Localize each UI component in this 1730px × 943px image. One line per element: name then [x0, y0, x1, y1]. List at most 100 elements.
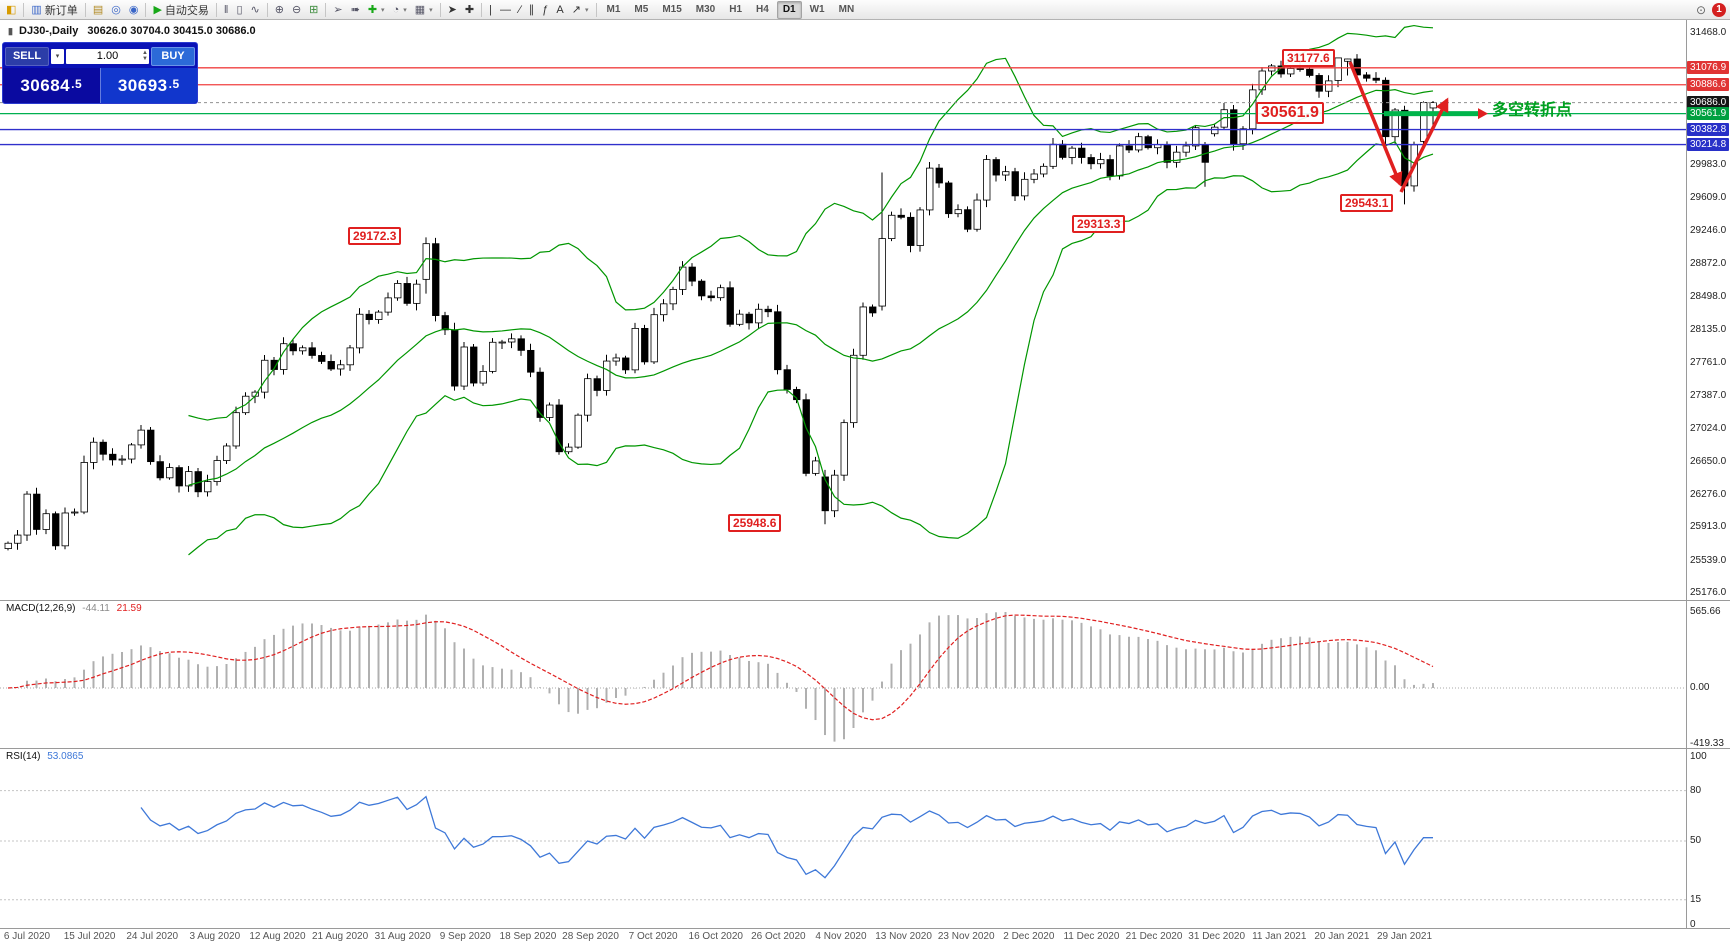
macd-scale-label: -419.33 [1690, 738, 1724, 749]
tile-windows-icon: ⊞ [309, 3, 319, 16]
sell-price-frac: .5 [71, 76, 83, 91]
periods-icon[interactable]: ◔ ▾ [389, 1, 411, 19]
price-annotation-box[interactable]: 31177.6 [1282, 48, 1335, 67]
price-annotation-box[interactable]: 29313.3 [1072, 214, 1126, 233]
date-label: 13 Nov 2020 [875, 931, 932, 942]
crosshair-icon: ✚ [464, 3, 475, 16]
toolbar-right: ⊙ 1 [1695, 2, 1730, 17]
timeframe-button-d1[interactable]: D1 [776, 0, 802, 19]
price-tick-label: 27761.0 [1690, 356, 1727, 368]
date-label: 6 Jul 2020 [3, 931, 51, 942]
auto-scroll-icon: ➢ [333, 3, 343, 16]
price-tick-label: 28872.0 [1690, 258, 1727, 270]
price-tick-label: 25913.0 [1690, 521, 1727, 533]
timeframe-button-h1[interactable]: H1 [729, 3, 743, 15]
date-label: 11 Jan 2021 [1252, 931, 1307, 942]
horizontal-line-icon[interactable]: — [496, 1, 515, 19]
bar-chart-icon[interactable]: ǁ [220, 1, 233, 19]
date-label: 23 Nov 2020 [937, 931, 995, 942]
horizontal-line-icon: — [499, 3, 511, 16]
zoom-out-icon[interactable]: ⊖ [288, 1, 305, 19]
info-icon[interactable]: ◉ [125, 1, 143, 19]
timeframe-button-m15[interactable]: M15 [662, 3, 682, 15]
toolbar-separator [266, 2, 268, 17]
text-icon[interactable]: A [552, 1, 567, 19]
timeframe-button-m1[interactable]: M1 [606, 3, 621, 15]
date-label: 28 Sep 2020 [562, 931, 619, 942]
chevron-down-icon: ▾ [403, 6, 407, 14]
price-annotation-box[interactable]: 29543.1 [1340, 194, 1394, 213]
channel-icon[interactable]: ∥ [525, 1, 539, 19]
crosshair-icon[interactable]: ✚ [461, 1, 478, 19]
candlestick-chart-icon[interactable]: ▯ [232, 1, 246, 19]
arrows-icon[interactable]: ↗ ▾ [568, 1, 593, 19]
periods-icon: ◔ [392, 3, 400, 16]
date-label: 7 Oct 2020 [628, 931, 678, 942]
trendline-icon[interactable]: ∕ [515, 1, 525, 19]
date-label: 2 Dec 2020 [1003, 931, 1055, 942]
price-annotation-box[interactable]: 25948.6 [728, 514, 782, 533]
rsi-value: 53.0865 [47, 751, 84, 762]
price-tick-label: 27024.0 [1690, 422, 1727, 434]
ohlc-values-label: 30626.0 30704.0 30415.0 30686.0 [87, 25, 256, 37]
sell-button[interactable]: SELL [5, 46, 49, 66]
auto-scroll-icon[interactable]: ➢ [329, 1, 346, 19]
info-icon: ◉ [128, 3, 139, 16]
price-annotation-box[interactable]: 29172.3 [348, 227, 402, 246]
macd-name: MACD(12,26,9) [6, 603, 76, 614]
buy-price-button[interactable]: 30693.5 [99, 68, 197, 103]
rsi-scale-label: 80 [1690, 784, 1702, 796]
charts-grid-icon[interactable]: ▤ [89, 1, 107, 19]
timeframe-button-w1[interactable]: W1 [809, 3, 825, 15]
date-label: 11 Dec 2020 [1063, 931, 1120, 942]
date-label: 24 Jul 2020 [126, 931, 179, 942]
chart-shift-icon[interactable]: ➠ [347, 1, 364, 19]
macd-indicator-label: MACD(12,26,9) -44.11 21.59 [6, 603, 142, 614]
rsi-scale-label: 15 [1690, 893, 1702, 905]
app-icon: ◧ [6, 3, 17, 16]
search-icon[interactable]: ⊙ [1695, 2, 1706, 17]
toolbar-separator [481, 2, 483, 17]
rsi-scale-label: 100 [1690, 751, 1707, 762]
price-badge-blue: 30382.8 [1687, 123, 1730, 137]
tile-windows-icon[interactable]: ⊞ [305, 1, 322, 19]
buy-button[interactable]: BUY [151, 46, 195, 66]
vertical-line-icon[interactable]: | [485, 1, 496, 19]
price-badge-black: 30686.0 [1687, 96, 1730, 110]
price-annotation-box[interactable]: 30561.9 [1256, 101, 1324, 124]
zoom-in-icon: ⊕ [274, 3, 284, 16]
timeframe-button-mn[interactable]: MN [838, 3, 855, 15]
price-tick-label: 31468.0 [1690, 27, 1727, 38]
vertical-line-icon: | [489, 3, 492, 16]
autotrading-button[interactable]: ▶ 自动交易 [149, 1, 212, 19]
macd-signal-value: 21.59 [116, 603, 142, 614]
date-label: 15 Jul 2020 [63, 931, 116, 942]
lot-size-input[interactable]: 1.00 ▲ ▼ [66, 48, 149, 64]
rsi-name: RSI(14) [6, 751, 41, 762]
fibonacci-icon: ƒ [542, 3, 549, 16]
history-center-icon[interactable]: ◎ [107, 1, 125, 19]
zoom-in-icon[interactable]: ⊕ [271, 1, 288, 19]
timeframe-button-m30[interactable]: M30 [695, 3, 716, 15]
price-tick-label: 25176.0 [1690, 587, 1727, 598]
macd-scale-label: 0.00 [1690, 682, 1710, 693]
toolbar-separator [23, 2, 25, 17]
timeframe-toolbar: M1 M5 M15 M30 H1 H4 D1 W1 MN [600, 0, 862, 19]
arrows-icon: ↗ [571, 3, 581, 16]
price-tick-label: 29983.0 [1690, 159, 1727, 171]
cursor-icon[interactable]: ➤ [444, 1, 461, 19]
price-badge-red: 31076.9 [1687, 61, 1730, 75]
timeframe-button-m5[interactable]: M5 [634, 3, 649, 15]
notification-badge[interactable]: 1 [1712, 2, 1726, 17]
templates-icon[interactable]: ▦ ▾ [411, 1, 437, 19]
indicators-icon[interactable]: ✚ ▾ [364, 1, 389, 19]
new-order-button[interactable]: ▥ 新订单 [27, 1, 81, 19]
sell-price-button[interactable]: 30684.5 [3, 68, 100, 103]
lot-spinner[interactable]: ▲ ▼ [142, 50, 148, 62]
fibonacci-icon[interactable]: ƒ [538, 1, 552, 19]
lot-dropdown[interactable]: ▾ [51, 48, 64, 64]
line-chart-icon[interactable]: ∿ [247, 1, 264, 19]
timeframe-button-h4[interactable]: H4 [756, 3, 769, 15]
autotrading-button: ▶ [153, 3, 162, 16]
